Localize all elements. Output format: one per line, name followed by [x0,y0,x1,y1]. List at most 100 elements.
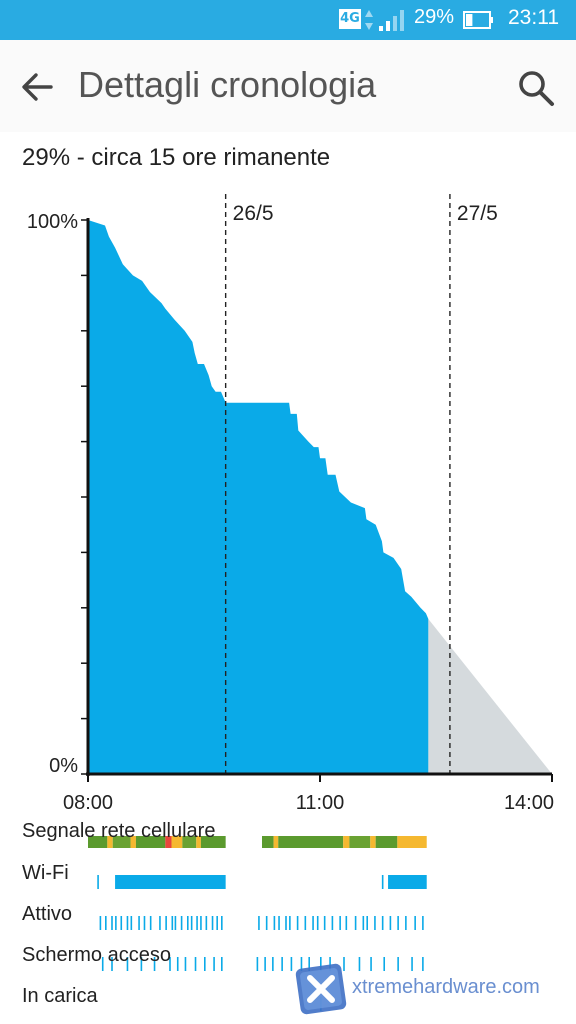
cellular-signal-segment [135,836,166,848]
battery-summary: 29% - circa 15 ore rimanente [22,144,331,171]
active-tick [174,916,177,930]
screen-on-tick [343,957,345,971]
x-tick-label: 14:00 [504,792,554,814]
active-tick [414,916,416,930]
cellular-signal-segment [370,836,376,848]
screen-on-tick [176,957,179,971]
cellular-signal-segment [130,836,136,848]
active-tick [130,916,133,930]
screen-on-tick [204,957,206,971]
data-activity-icon [365,10,373,30]
active-tick [221,916,223,930]
screen-on-tick [264,957,266,971]
active-tick [115,916,117,930]
y-tick-label: 0% [49,755,78,777]
screen-on-tick [153,957,156,971]
screen-on-tick [272,957,274,971]
active-tick [258,916,260,930]
active-tick [285,916,287,930]
screen-on-tick [290,957,293,971]
active-tick [138,916,140,930]
y-tick-label: 100% [27,211,78,233]
screen-on-tick [300,957,303,971]
lane-label-charging: In carica [22,985,98,1007]
active-tick [323,916,326,930]
active-tick [296,916,299,930]
day-marker-label: 27/5 [457,202,498,225]
active-tick [149,916,152,930]
screen-on-tick [411,957,413,971]
arrow-back-icon[interactable] [20,70,54,104]
projected-discharge-area [428,618,552,774]
screen-on-tick [221,957,223,971]
active-tick [105,916,107,930]
app-bar: Dettagli cronologia [0,40,576,132]
screen-on-tick [281,957,283,971]
active-tick [366,916,368,930]
active-tick [211,916,214,930]
cellular-signal-segment [107,836,113,848]
x-tick-label: 08:00 [63,792,113,814]
active-tick [397,916,399,930]
battery-level-area [88,220,429,774]
battery-percent: 29% [414,6,455,28]
watermark-text: xtremehardware.com [352,976,540,998]
screen-on-tick [397,957,399,971]
cellular-signal-segment [112,836,131,848]
active-tick [126,916,129,930]
screen-on-tick [422,957,424,971]
active-tick [273,916,276,930]
battery-icon [463,11,493,29]
page-title: Dettagli cronologia [78,64,377,105]
active-tick [99,916,102,930]
network-type-badge: 4G [339,9,361,29]
cellular-signal-segment [171,836,183,848]
lane-label-screen-on: Schermo acceso [22,944,171,966]
cellular-signal-segment [165,836,172,848]
lane-label-cellular: Segnale rete cellulare [22,820,216,842]
cellular-signal-segment [278,836,344,848]
active-tick [362,916,365,930]
active-tick [190,916,193,930]
active-tick [171,916,174,930]
active-tick [186,916,189,930]
active-tick [205,916,208,930]
cellular-signal-segment [349,836,371,848]
screen-on-tick [256,957,259,971]
active-tick [389,916,392,930]
screen-on-tick [320,957,322,971]
cellular-signal-segment [196,836,201,848]
cellular-signal-segment [262,836,274,848]
screen-on-tick [370,957,372,971]
search-icon[interactable] [516,68,556,108]
day-marker-label: 26/5 [233,202,274,225]
lane-label-wifi: Wi-Fi [22,862,69,884]
active-tick [422,916,424,930]
active-tick [316,916,319,930]
x-tick-label: 11:00 [296,792,345,814]
cellular-signal-segment [375,836,398,848]
wifi-tick [97,875,99,889]
screen-on-tick [194,957,197,971]
active-tick [304,916,307,930]
battery-history-chart: 26/5 27/5 100% 0% 08:00 11:00 14:00 [27,194,554,1011]
active-tick [200,916,202,930]
cellular-signal-segment [88,836,108,848]
active-tick [180,916,183,930]
screen-on-tick [101,957,104,971]
screen-on-tick [383,957,386,971]
wifi-segment [115,875,226,889]
active-tick [111,916,113,930]
cellular-signal-segment [200,836,226,848]
screen-on-tick [213,957,215,971]
active-tick [374,916,376,930]
active-tick [331,916,334,930]
active-tick [289,916,291,930]
x-logo-icon [295,963,347,1015]
screen-on-tick [111,957,113,971]
screen-on-tick [308,957,310,971]
active-tick [354,916,357,930]
screen-on-tick [126,957,129,971]
screen-on-tick [358,957,361,971]
battery-history-content: 29% - circa 15 ore rimanente 26/5 27/5 10… [0,132,576,1024]
